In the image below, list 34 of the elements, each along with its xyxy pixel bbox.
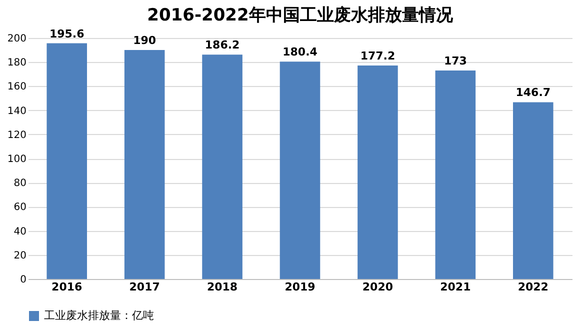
bar xyxy=(280,62,320,279)
y-tick-label: 180 xyxy=(7,58,26,69)
bar xyxy=(513,102,554,279)
x-tick-label: 2022 xyxy=(518,280,548,294)
data-label: 195.6 xyxy=(49,27,85,40)
y-tick-label: 160 xyxy=(7,82,26,93)
y-tick-label: 80 xyxy=(14,178,26,190)
data-label: 190 xyxy=(133,34,156,48)
x-tick-label: 2016 xyxy=(52,280,83,294)
x-tick-label: 2019 xyxy=(284,280,316,294)
data-label: 180.4 xyxy=(282,46,318,59)
y-tick-label: 0 xyxy=(20,274,26,286)
bar xyxy=(46,43,87,279)
bar xyxy=(202,54,242,279)
y-tick-label: 200 xyxy=(7,34,26,44)
data-label: 173 xyxy=(444,54,467,68)
y-tick-label: 60 xyxy=(14,202,26,214)
x-tick-label: 2021 xyxy=(440,280,471,294)
x-tick-label: 2020 xyxy=(362,280,394,294)
y-tick-label: 40 xyxy=(14,226,26,238)
data-label: 146.7 xyxy=(516,86,551,100)
y-tick-label: 120 xyxy=(7,130,26,141)
chart-title: 2016-2022年中国工业废水排放量情况 xyxy=(147,5,454,26)
bar xyxy=(124,50,165,279)
x-tick-label: 2017 xyxy=(129,280,160,294)
bar xyxy=(358,65,398,279)
x-tick-label: 2018 xyxy=(206,280,238,294)
data-label: 177.2 xyxy=(360,49,396,62)
legend-label: 工业废水排放量：亿吨 xyxy=(44,309,154,322)
y-tick-label: 140 xyxy=(7,106,26,117)
y-tick-label: 100 xyxy=(7,154,26,165)
bar xyxy=(435,70,476,279)
y-tick-label: 20 xyxy=(14,250,26,262)
data-label: 186.2 xyxy=(204,38,240,52)
